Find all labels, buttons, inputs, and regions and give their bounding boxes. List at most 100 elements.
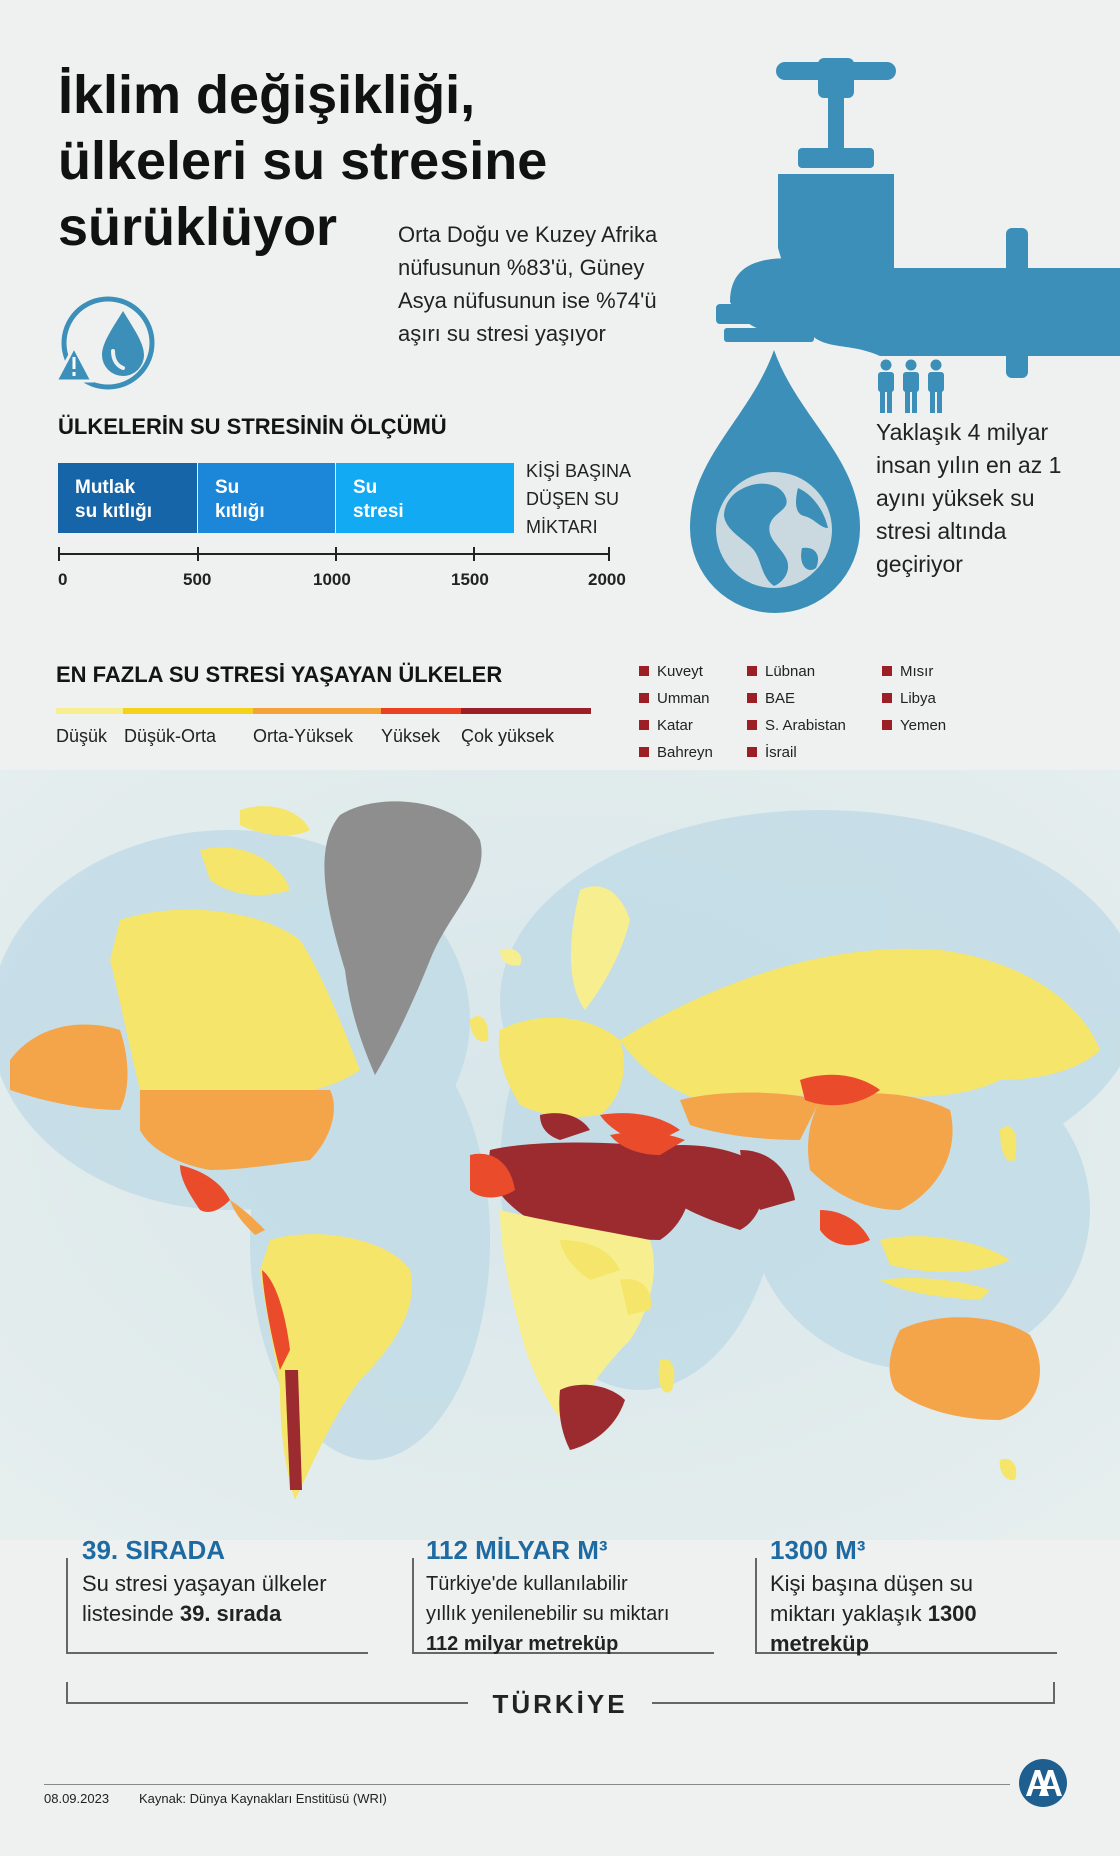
country-item: Kuveyt [639,663,703,680]
footer-source: Kaynak: Dünya Kaynakları Enstitüsü (WRI) [139,1791,387,1806]
axis-tick-label: 1500 [451,570,489,589]
stat-rank-title: 39. SIRADA [82,1535,226,1565]
country-marker [639,666,649,676]
per-capita-line: KİŞİ BAŞINA [526,461,632,481]
country-name: Yemen [900,717,947,734]
stat-card-per-capita [755,1558,1057,1654]
legend-bar-low-medium [123,708,253,714]
stat-line: Kişi başına düşen su [770,1571,974,1596]
axis-tick [473,547,475,561]
country-name: Libya [900,690,936,707]
axis-tick [335,547,337,561]
country-name: Mısır [900,663,934,680]
legend-bar-very-high [461,708,591,714]
world-water-stress-map [0,770,1120,1540]
footer-divider [44,1784,1010,1785]
stress-segment: Su stresi [336,463,514,533]
country-marker [882,720,892,730]
turkey-bracket-right [1053,1682,1055,1704]
country-marker [747,666,757,676]
measure-heading: ÜLKELERİN SU STRESİNİN ÖLÇÜMÜ [58,414,447,439]
stat-bold-value: 39. sırada [179,1601,282,1626]
legend-label: Çok yüksek [461,726,555,746]
stat-bold-value: 112 milyar metreküp [426,1633,619,1655]
axis-tick [58,547,60,561]
country-marker [639,720,649,730]
country-marker [747,747,757,757]
country-marker [747,693,757,703]
title-line-1: İklim değişikliği, [58,65,476,125]
country-name: Bahreyn [657,744,713,761]
per-capita-label: KİŞİ BAŞINA DÜŞEN SU MİKTARI [526,457,631,541]
country-item: Libya [882,690,936,707]
stat-renewable-title: 112 MİLYAR M³ [426,1535,608,1565]
footer-date: 08.09.2023 [44,1791,110,1806]
country-item: İsrail [747,744,797,761]
turkey-bracket-left [66,1682,68,1704]
per-capita-line: DÜŞEN SU [526,489,620,509]
country-name: Lübnan [765,663,816,680]
top-countries-list: Kuveyt Lübnan Mısır Umman BAE Libya Kata… [639,663,1099,763]
country-marker [639,747,649,757]
four-billion-note: Yaklaşık 4 milyar insan yılın en az 1 ay… [876,419,1062,577]
stat-renewable-body: Türkiye'de kullanılabilir yıllık yenilen… [426,1569,716,1659]
legend-label: Düşük-Orta [124,726,217,746]
axis-tick-label: 500 [183,570,212,589]
segment-label-line: stresi [353,501,404,522]
country-marker [882,666,892,676]
segment-label-line: Su [353,477,378,498]
segment-label-line: Mutlak [75,477,136,498]
country-item: Bahreyn [639,744,713,761]
measure-axis [58,553,610,555]
country-name: Katar [657,717,693,734]
country-marker [639,693,649,703]
country-item: Mısır [882,663,933,680]
turkey-label: TÜRKİYE [492,1689,628,1719]
axis-tick [197,547,199,561]
country-name: Umman [657,690,710,707]
legend-bar-low [56,708,123,714]
people-icon [878,359,944,413]
stat-line: Türkiye'de kullanılabilir [426,1573,628,1595]
axis-tick-label: 2000 [588,570,626,589]
title-line-2: ülkeleri su stresine [58,131,548,191]
stat-line: miktarı yaklaşık 1300 [770,1599,1060,1629]
stat-rank-body: Su stresi yaşayan ülkeler listesinde 39.… [82,1569,362,1629]
page-title: İklim değişikliği, ülkeleri su stresine … [58,62,618,260]
absolute-scarcity-segment: Mutlak su kıtlığı [58,463,197,533]
water-warning-icon [56,296,155,390]
per-capita-line: MİKTARI [526,517,598,537]
segment-label-line: kıtlığı [215,501,265,522]
turkey-bracket-line-right [652,1702,1055,1704]
country-name: BAE [765,690,796,707]
stat-line: listesinde 39. sırada [82,1599,362,1629]
legend-label: Yüksek [381,726,441,746]
stat-line-text: miktarı yaklaşık [770,1601,928,1626]
axis-tick [608,547,610,561]
stat-line: Su stresi yaşayan ülkeler [82,1571,327,1596]
country-marker [882,693,892,703]
faucet-illustration [690,58,1120,613]
stat-per-capita-title: 1300 M³ [770,1535,866,1565]
country-item: Yemen [882,717,946,734]
country-item: Katar [639,717,693,734]
country-item: BAE [747,690,795,707]
segment-label-line: su kıtlığı [75,501,153,522]
stat-line: yıllık yenilenebilir su miktarı [426,1603,670,1625]
legend-label: Orta-Yüksek [253,726,354,746]
legend-label: Düşük [56,726,108,746]
country-item: Lübnan [747,663,815,680]
stat-card-renewable [412,1558,714,1654]
axis-tick-label: 1000 [313,570,351,589]
scarcity-segment: Su kıtlığı [198,463,335,533]
country-name: Kuveyt [657,663,703,680]
country-item: S. Arabistan [747,717,846,734]
legend-bar-medium-high [253,708,381,714]
segment-label-line: Su [215,477,240,498]
stat-line-text: listesinde [82,1601,180,1626]
legend-bar-high [381,708,461,714]
stat-bold-value: 1300 [927,1601,977,1626]
country-name: S. Arabistan [765,717,846,734]
title-line-3: sürüklüyor [58,197,338,257]
stress-legend-heading: EN FAZLA SU STRESİ YAŞAYAN ÜLKELER [56,662,503,687]
